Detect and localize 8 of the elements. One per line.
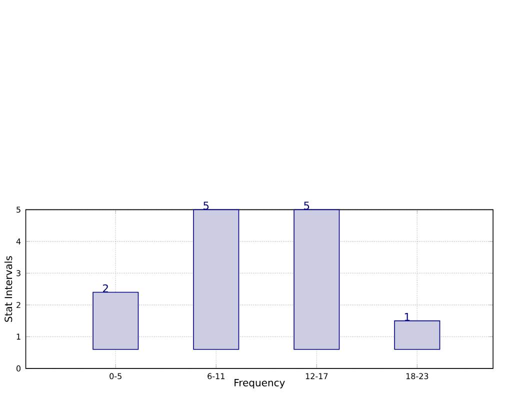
x-axis-title: Frequency bbox=[234, 379, 285, 388]
data-label: 5 bbox=[204, 202, 209, 210]
y-axis-title: Stat Intervals bbox=[4, 256, 12, 322]
bar bbox=[92, 292, 139, 350]
bar bbox=[394, 320, 440, 350]
bar bbox=[193, 209, 240, 350]
bar bbox=[294, 209, 340, 350]
data-label: 5 bbox=[304, 202, 310, 210]
